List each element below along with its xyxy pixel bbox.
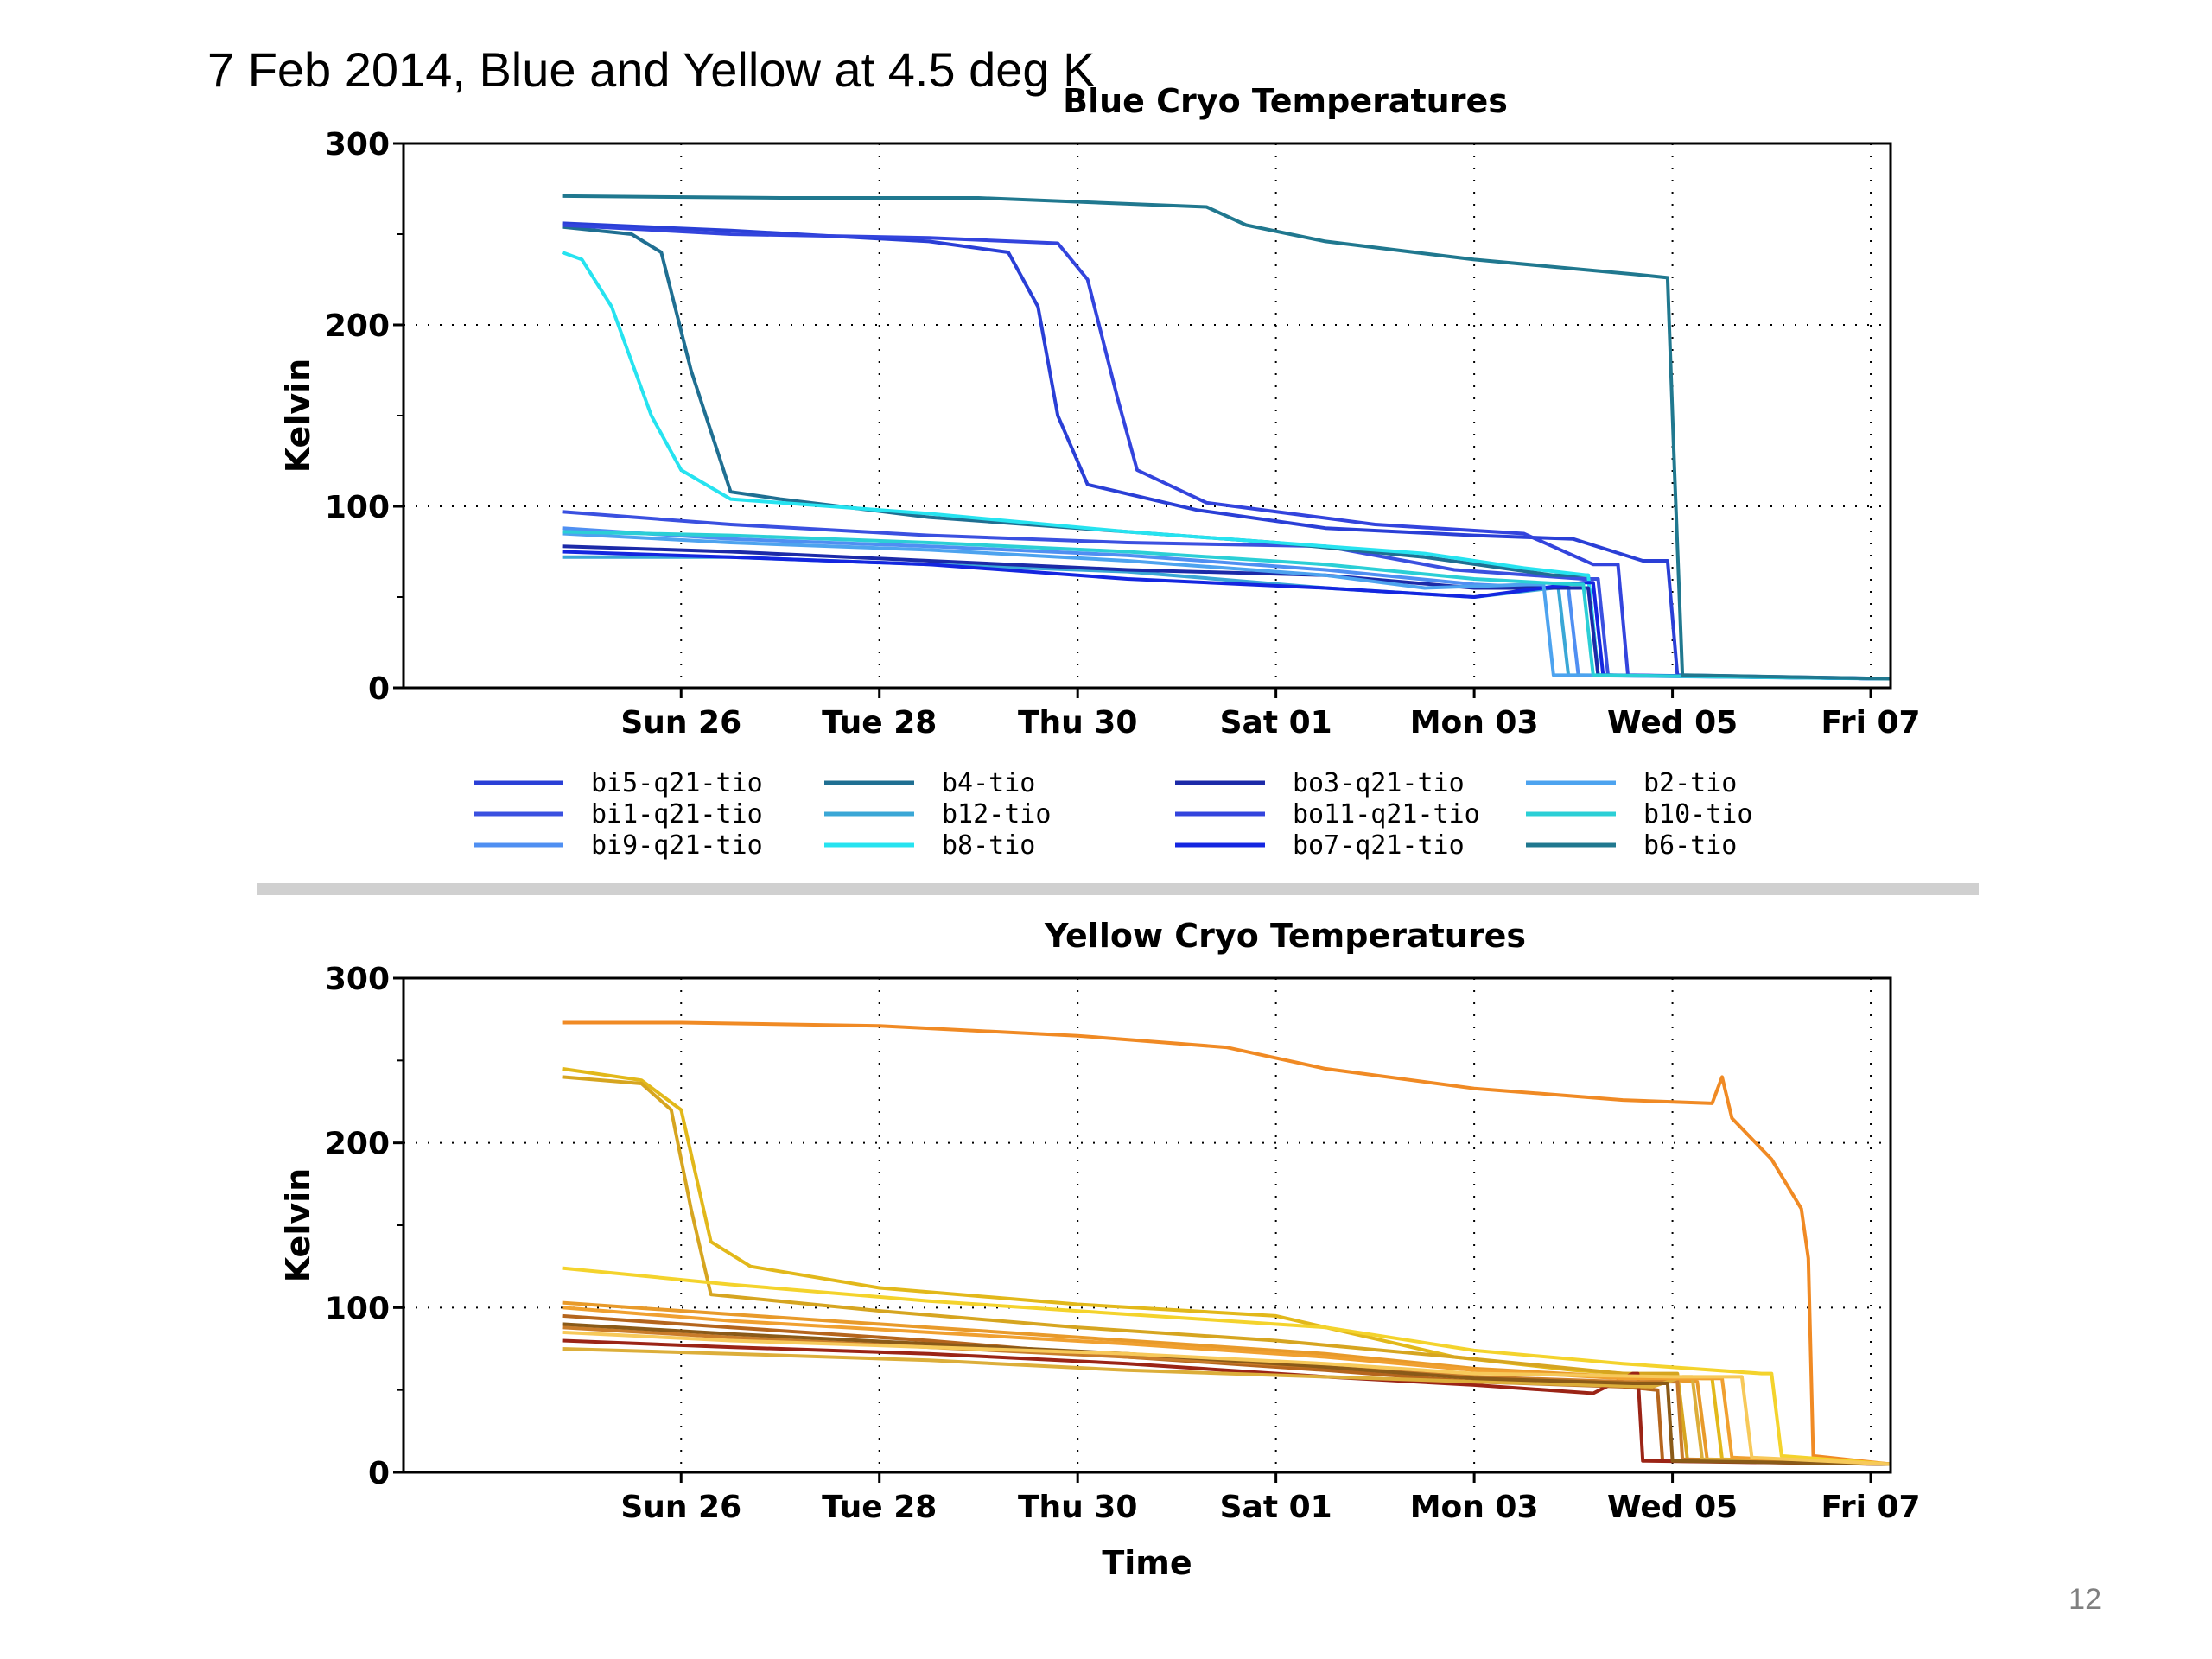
legend-label: bo3-q21-tio	[1293, 768, 1465, 798]
legend-label: bi9-q21-tio	[591, 830, 763, 861]
x-axis-label: Time	[1102, 1544, 1192, 1582]
legend-item: b12-tio	[824, 799, 1051, 830]
legend-label: b2-tio	[1643, 768, 1737, 798]
y-axis-label: Kelvin	[279, 359, 317, 473]
series-line-bo11-q21-tio	[562, 223, 1891, 681]
y-tick-label: 300	[325, 962, 390, 997]
legend-item: b8-tio	[824, 830, 1035, 861]
legend-item: bi1-q21-tio	[474, 799, 763, 830]
legend-label: b6-tio	[1643, 830, 1737, 861]
series-line-1	[562, 1020, 1891, 1466]
slide-number: 12	[2069, 1583, 2101, 1616]
x-tick-label: Tue 28	[822, 705, 937, 741]
series-line-5	[562, 1300, 1891, 1466]
series-line-b8-tio	[561, 251, 1891, 681]
x-tick-label: Wed 05	[1607, 1490, 1738, 1525]
legend-label: bi1-q21-tio	[591, 799, 763, 830]
series-line-bo7-q21-tio	[562, 550, 1891, 681]
x-tick-label: Wed 05	[1607, 705, 1738, 741]
chart-1: Blue Cryo Temperatures 0 100 200 300 Sun 26 Tu…	[279, 82, 1921, 861]
legend-item: b2-tio	[1526, 768, 1737, 798]
chart-title: Blue Cryo Temperatures	[1063, 82, 1508, 120]
series-lines	[561, 194, 1891, 681]
series-line-3	[562, 1075, 1891, 1466]
series-line-4	[562, 1266, 1891, 1466]
legend-label: bo11-q21-tio	[1293, 799, 1480, 830]
legend-label: b12-tio	[942, 799, 1051, 830]
chart-2: Yellow Cryo Temperatures 0 100 200 300 Sun 26…	[279, 917, 1921, 1582]
legend-label: bo7-q21-tio	[1293, 830, 1465, 861]
chart-title: Yellow Cryo Temperatures	[1044, 917, 1526, 955]
y-tick-label: 0	[368, 1456, 390, 1491]
legend-label: bi5-q21-tio	[591, 768, 763, 798]
series-line-2	[562, 1066, 1891, 1466]
legend-item: bi9-q21-tio	[474, 830, 763, 861]
y-axis-label: Kelvin	[279, 1168, 317, 1282]
series-line-12	[562, 1330, 1891, 1466]
x-tick-label: Mon 03	[1410, 705, 1539, 741]
series-line-10	[562, 1306, 1891, 1466]
series-line-bi5-q21-tio	[562, 221, 1891, 681]
y-tick-label: 300	[325, 127, 390, 162]
x-tick-label: Fri 07	[1821, 1490, 1921, 1525]
x-tick-label: Sat 01	[1220, 1490, 1332, 1525]
legend-item: bo3-q21-tio	[1175, 768, 1465, 798]
x-tick-label: Thu 30	[1018, 705, 1137, 741]
grid	[404, 978, 1891, 1472]
x-tick-label: Sat 01	[1220, 705, 1332, 741]
y-tick-label: 0	[368, 671, 390, 707]
series-line-b12-tio	[562, 555, 1891, 681]
legend-label: b10-tio	[1643, 799, 1752, 830]
x-tick-label: Sun 26	[620, 1490, 741, 1525]
legend-item: b6-tio	[1526, 830, 1737, 861]
y-tick-label: 100	[325, 1291, 390, 1326]
legend-item: b10-tio	[1526, 799, 1752, 830]
series-line-b4-tio	[562, 225, 1891, 681]
legend-item: bo7-q21-tio	[1175, 830, 1465, 861]
slide-title: 7 Feb 2014, Blue and Yellow at 4.5 deg K	[207, 42, 1096, 97]
legend-label: b4-tio	[942, 768, 1035, 798]
series-line-6	[562, 1313, 1891, 1466]
series-line-bi9-q21-tio	[562, 526, 1891, 681]
x-tick-label: Fri 07	[1821, 705, 1921, 741]
x-tick-label: Mon 03	[1410, 1490, 1539, 1525]
series-line-b10-tio	[562, 530, 1891, 681]
x-tick-label: Tue 28	[822, 1490, 937, 1525]
legend-item: bo11-q21-tio	[1175, 799, 1480, 830]
series-line-7	[562, 1338, 1891, 1466]
series-line-b2-tio	[562, 531, 1891, 681]
y-tick-label: 200	[325, 1127, 390, 1162]
legend-label: b8-tio	[942, 830, 1035, 861]
series-line-9	[562, 1347, 1891, 1466]
x-tick-label: Sun 26	[620, 705, 741, 741]
y-tick-label: 100	[325, 490, 390, 525]
x-tick-label: Thu 30	[1018, 1490, 1137, 1525]
y-tick-label: 200	[325, 308, 390, 344]
legend-item: b4-tio	[824, 768, 1035, 798]
legend: bi5-q21-tiobi1-q21-tiobi9-q21-tiob4-tiob…	[474, 768, 1752, 861]
series-line-b6-tio	[562, 194, 1891, 681]
series-lines	[562, 1020, 1891, 1466]
series-line-bi1-q21-tio	[562, 510, 1891, 681]
legend-item: bi5-q21-tio	[474, 768, 763, 798]
chart-separator	[257, 883, 1979, 895]
series-line-11	[562, 1322, 1891, 1466]
series-line-bo3-q21-tio	[562, 544, 1891, 681]
